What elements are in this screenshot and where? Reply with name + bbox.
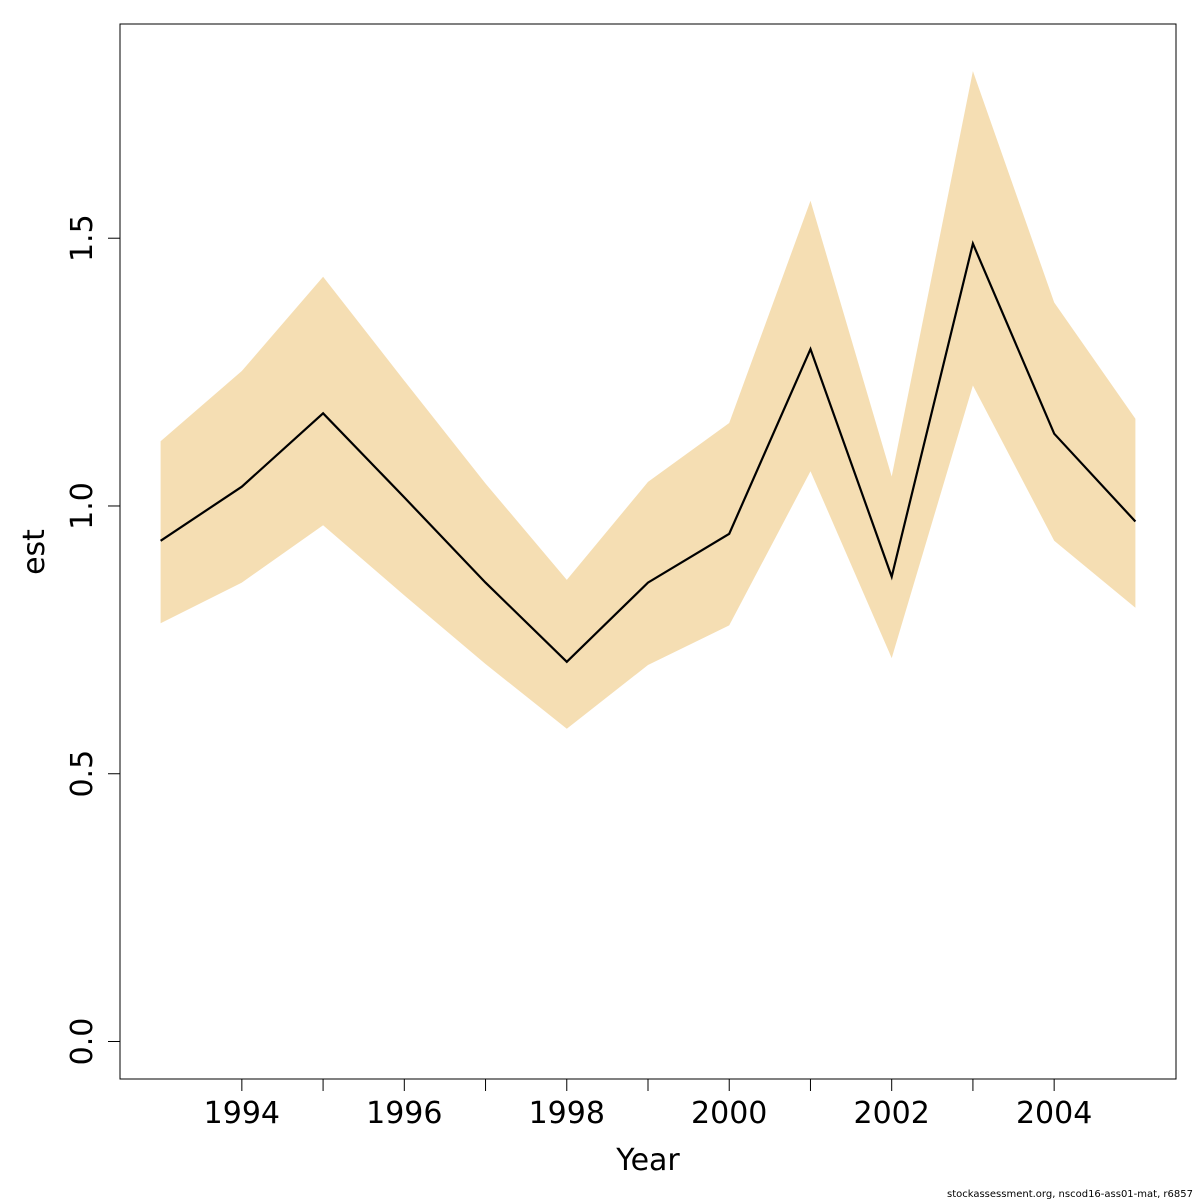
y-axis-label: est	[17, 529, 52, 575]
x-tick-label-2000: 2000	[691, 1096, 767, 1131]
footer-credit: stockassessment.org, nscod16-ass01-mat, …	[947, 1189, 1193, 1200]
estimate-line-layer	[159, 240, 1137, 664]
x-tick-label-1998: 1998	[529, 1096, 605, 1131]
confidence-band-layer	[160, 71, 1136, 729]
y-tick-label-1.5: 1.5	[65, 214, 100, 262]
y-tick-label-1: 1.0	[65, 482, 100, 530]
x-tick-label-1996: 1996	[366, 1096, 442, 1131]
x-axis-label: Year	[615, 1143, 680, 1178]
x-tick-label-2002: 2002	[854, 1096, 930, 1131]
confidence-band	[160, 71, 1136, 729]
y-tick-label-0.5: 0.5	[65, 750, 100, 798]
y-axis: 0.0 0.5 1.0 1.5	[65, 214, 120, 1065]
y-tick-label-0: 0.0	[65, 1018, 100, 1066]
x-axis: 1994 1996 1998 2000 2002 2004	[204, 1079, 1092, 1131]
estimate-line	[159, 240, 1137, 664]
x-tick-label-2004: 2004	[1016, 1096, 1092, 1131]
x-tick-label-1994: 1994	[204, 1096, 280, 1131]
